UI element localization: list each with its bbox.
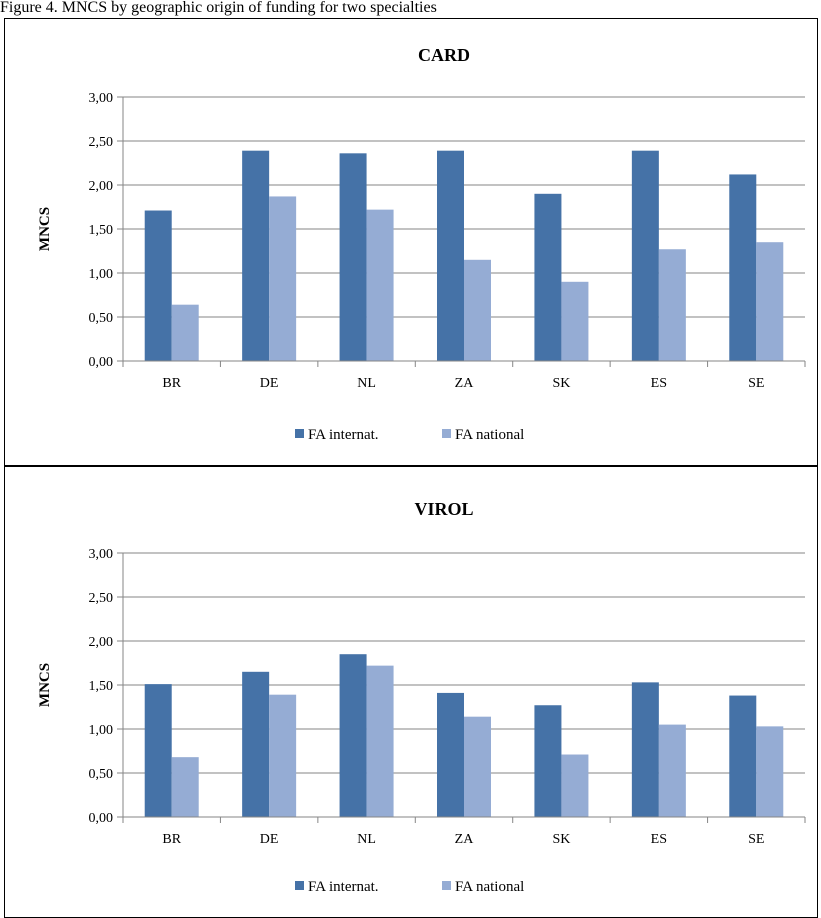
bar-fa-national <box>366 209 394 361</box>
bar-fa-national <box>756 726 784 817</box>
bar-fa-internat <box>534 193 562 361</box>
bar-fa-internat <box>242 671 270 817</box>
legend-label-fa-national: FA national <box>455 427 524 443</box>
bar-fa-national <box>658 724 686 817</box>
legend-swatch-fa-national <box>442 881 451 890</box>
x-tick-label: SK <box>552 376 570 391</box>
y-tick-label: 1,50 <box>89 223 114 238</box>
bar-fa-internat <box>631 682 659 817</box>
y-tick-label: 2,00 <box>89 635 114 650</box>
chart-virol: VIROL MNCS 0,00 0,50 1,00 1,50 2,00 2,50 3,00 BR D… <box>37 499 806 895</box>
y-tick-label: 0,50 <box>89 767 114 782</box>
y-tick-label: 1,50 <box>89 679 114 694</box>
x-tick-label: BR <box>162 376 181 391</box>
x-tick-label: ES <box>651 376 667 391</box>
y-axis-label: MNCS <box>37 207 53 251</box>
bar-fa-national <box>269 694 297 817</box>
chart-panel-virol: VIROL MNCS 0,00 0,50 1,00 1,50 2,00 2,50 3,00 BR D… <box>4 466 818 918</box>
chart-title: CARD <box>418 45 470 65</box>
x-tick-label: DE <box>260 832 279 847</box>
bar-fa-internat <box>339 153 367 361</box>
bar-fa-internat <box>144 210 172 361</box>
x-tick-label: ZA <box>455 832 475 847</box>
y-tick-label: 3,00 <box>89 547 114 562</box>
bar-fa-internat <box>729 695 757 817</box>
y-tick-label: 0,00 <box>89 811 114 826</box>
x-tick-label: SE <box>748 376 764 391</box>
bar-fa-internat <box>534 705 562 817</box>
legend-swatch-fa-national <box>442 429 451 438</box>
chart-panel-card: CARD MNCS 0,00 0,50 1,00 1,50 2,00 2,50 3,00 BR DE… <box>4 18 818 466</box>
bar-fa-internat <box>339 654 367 817</box>
bar-fa-national <box>658 249 686 361</box>
bar-fa-internat <box>144 684 172 817</box>
bar-fa-internat <box>729 174 757 361</box>
legend-swatch-fa-internat <box>295 429 304 438</box>
x-tick-label: BR <box>162 832 181 847</box>
legend-label-fa-internat: FA internat. <box>308 879 379 895</box>
legend-swatch-fa-internat <box>295 881 304 890</box>
chart-title: VIROL <box>414 499 473 519</box>
x-tick-label: DE <box>260 376 279 391</box>
bar-fa-national <box>171 757 199 817</box>
bar-fa-internat <box>631 150 659 361</box>
x-tick-label: ES <box>651 832 667 847</box>
y-tick-label: 2,00 <box>89 179 114 194</box>
chart-card: CARD MNCS 0,00 0,50 1,00 1,50 2,00 2,50 3,00 BR DE… <box>37 45 806 443</box>
bar-fa-internat <box>437 692 464 817</box>
bar-fa-national <box>464 259 491 361</box>
bar-fa-internat <box>437 150 464 361</box>
y-tick-label: 1,00 <box>89 267 114 282</box>
bar-fa-national <box>269 196 297 361</box>
y-tick-label: 2,50 <box>89 591 114 606</box>
legend-label-fa-internat: FA internat. <box>308 427 379 443</box>
bar-fa-national <box>561 281 589 361</box>
legend-label-fa-national: FA national <box>455 879 524 895</box>
y-tick-label: 0,00 <box>89 355 114 370</box>
x-tick-label: SK <box>552 832 570 847</box>
y-tick-label: 3,00 <box>89 91 114 106</box>
y-tick-label: 1,00 <box>89 723 114 738</box>
figure-caption: Figure 4. MNCS by geographic origin of f… <box>0 0 437 16</box>
bar-fa-national <box>464 716 491 817</box>
x-tick-label: SE <box>748 832 764 847</box>
y-tick-label: 2,50 <box>89 135 114 150</box>
bar-fa-national <box>171 304 199 361</box>
bar-fa-national <box>561 754 589 817</box>
x-tick-label: NL <box>357 376 376 391</box>
bar-fa-internat <box>242 150 270 361</box>
y-axis-label: MNCS <box>37 663 53 707</box>
bar-fa-national <box>756 242 784 361</box>
x-tick-label: NL <box>357 832 376 847</box>
bar-fa-national <box>366 665 394 817</box>
x-tick-label: ZA <box>455 376 475 391</box>
y-tick-label: 0,50 <box>89 311 114 326</box>
